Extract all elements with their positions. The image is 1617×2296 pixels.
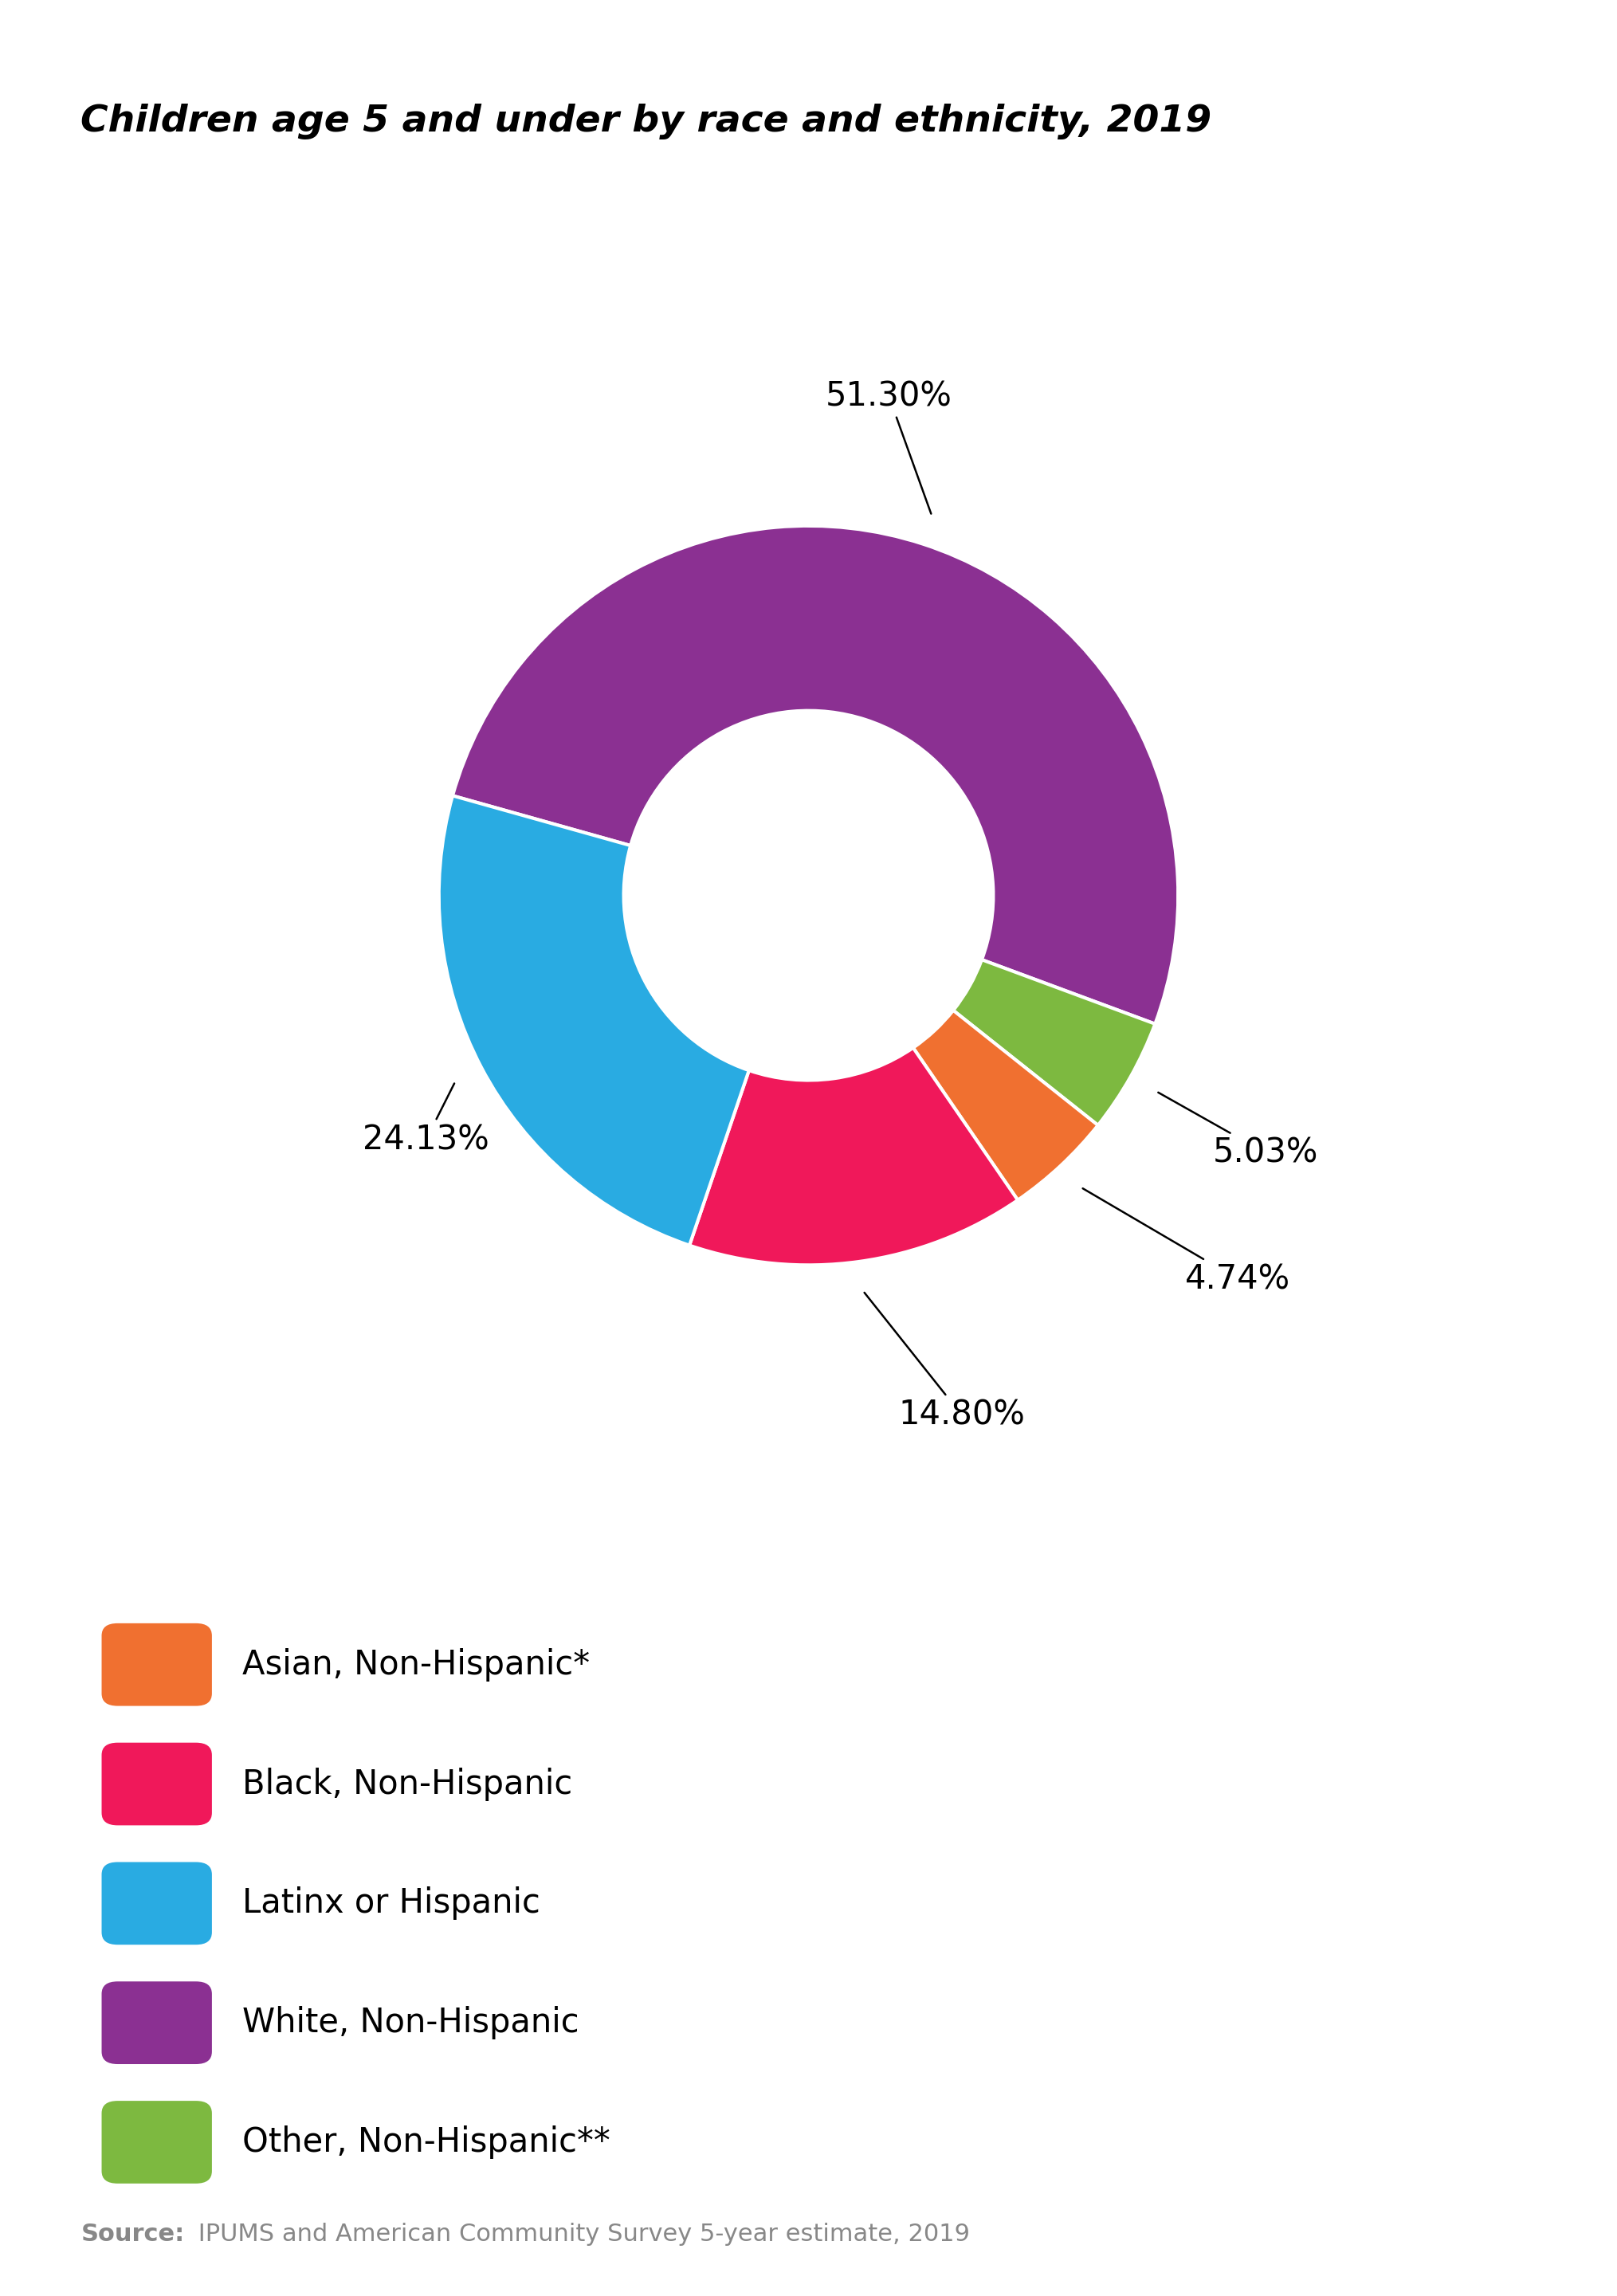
Wedge shape	[914, 1010, 1098, 1201]
Text: 5.03%: 5.03%	[1158, 1093, 1318, 1169]
Text: 14.80%: 14.80%	[865, 1293, 1025, 1433]
Wedge shape	[438, 797, 749, 1244]
Text: Latinx or Hispanic: Latinx or Hispanic	[243, 1887, 540, 1919]
Text: White, Non-Hispanic: White, Non-Hispanic	[243, 2007, 579, 2039]
Text: IPUMS and American Community Survey 5-year estimate, 2019: IPUMS and American Community Survey 5-ye…	[191, 2223, 970, 2245]
Wedge shape	[689, 1047, 1017, 1265]
Text: Black, Non-Hispanic: Black, Non-Hispanic	[243, 1768, 572, 1800]
Text: 4.74%: 4.74%	[1083, 1189, 1290, 1295]
Text: Source:: Source:	[81, 2223, 184, 2245]
FancyBboxPatch shape	[102, 1623, 212, 1706]
FancyBboxPatch shape	[102, 2101, 212, 2183]
Text: Children age 5 and under by race and ethnicity, 2019: Children age 5 and under by race and eth…	[81, 103, 1211, 140]
FancyBboxPatch shape	[102, 1862, 212, 1945]
Wedge shape	[954, 960, 1155, 1125]
Text: 51.30%: 51.30%	[826, 379, 952, 514]
Wedge shape	[453, 526, 1179, 1024]
Text: 24.13%: 24.13%	[362, 1084, 488, 1157]
FancyBboxPatch shape	[102, 1743, 212, 1825]
Text: Other, Non-Hispanic**: Other, Non-Hispanic**	[243, 2126, 611, 2158]
Text: Asian, Non-Hispanic*: Asian, Non-Hispanic*	[243, 1649, 590, 1681]
FancyBboxPatch shape	[102, 1981, 212, 2064]
